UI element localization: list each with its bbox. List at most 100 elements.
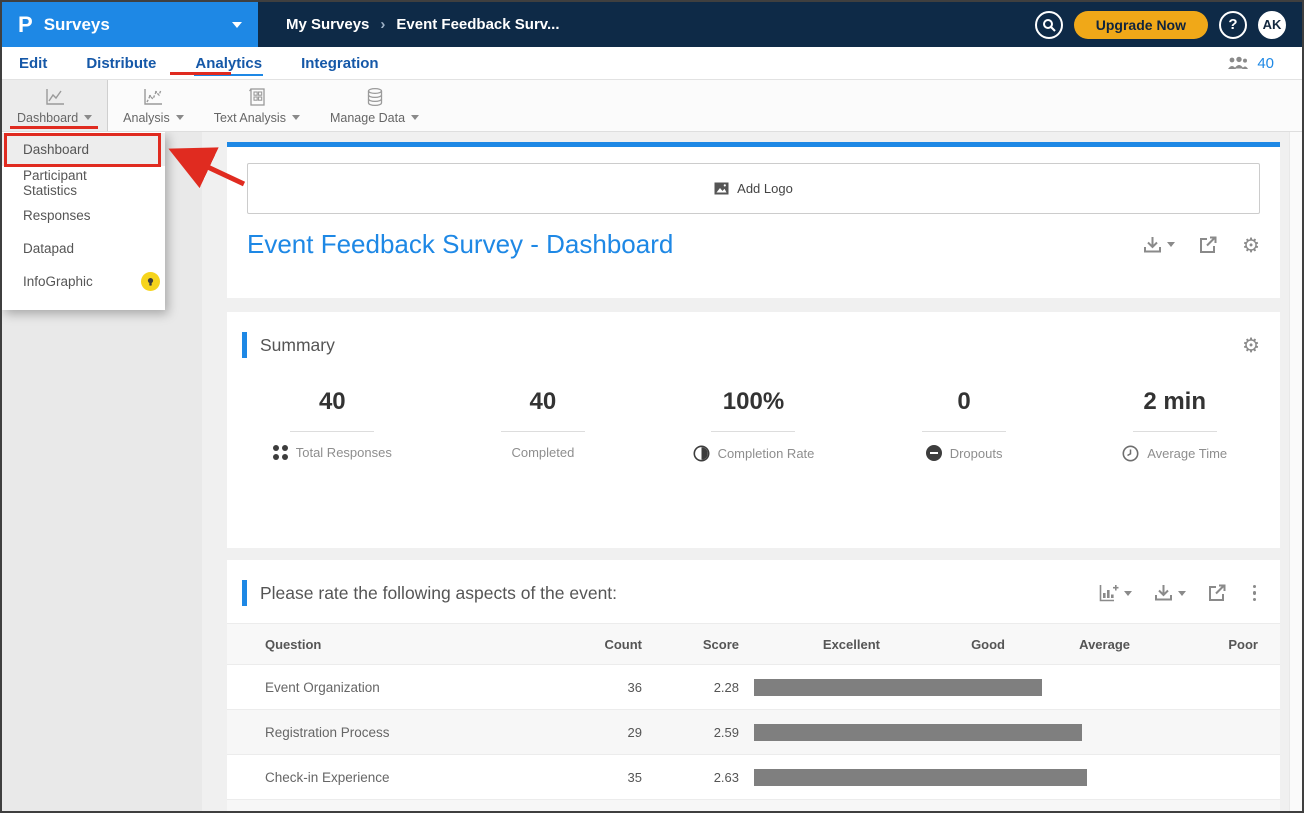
divider (1133, 431, 1217, 432)
stat-label: Average Time (1147, 446, 1227, 461)
menu-item-datapad[interactable]: Datapad (2, 232, 165, 265)
dashboard-chart-icon (44, 87, 66, 107)
download-icon (1154, 584, 1173, 602)
title-card: Add Logo Event Feedback Survey - Dashboa… (227, 142, 1280, 298)
add-logo-label: Add Logo (737, 181, 793, 196)
divider (922, 431, 1006, 432)
tab-edit[interactable]: Edit (18, 50, 48, 76)
dots-grid-icon (273, 445, 288, 460)
menu-item-infographic[interactable]: InfoGraphic (2, 265, 165, 298)
search-button[interactable] (1035, 11, 1063, 39)
analytics-toolbar: Dashboard Analysis Text Analysis (2, 80, 1302, 132)
add-logo-dropzone[interactable]: Add Logo (247, 163, 1260, 214)
stat-completion-rate: 100% Completion Rate (648, 388, 859, 462)
toolbar-manage-data[interactable]: Manage Data (315, 80, 434, 131)
chart-type-button[interactable] (1099, 584, 1132, 602)
summary-settings-gear-button[interactable]: ⚙ (1242, 335, 1260, 355)
summary-card: Summary ⚙ 40 Total Responses 40 Complete… (227, 312, 1280, 548)
chevron-down-icon (292, 115, 300, 120)
upgrade-now-button[interactable]: Upgrade Now (1074, 11, 1208, 39)
question-heading: Please rate the following aspects of the… (260, 583, 617, 604)
chart-plus-icon (1099, 584, 1119, 602)
chevron-down-icon (84, 115, 92, 120)
col-count: Count (557, 637, 642, 652)
col-average: Average (1005, 637, 1130, 652)
search-icon (1042, 18, 1056, 32)
row-question: Event Organization (227, 680, 557, 695)
more-options-button[interactable] (1249, 585, 1261, 602)
heading-accent-bar (242, 332, 247, 358)
survey-nav: Edit Distribute Analytics Integration 40 (2, 47, 1302, 80)
responses-count: 40 (1257, 55, 1274, 72)
chevron-down-icon (1124, 591, 1132, 596)
annotation-red-arrow (160, 140, 255, 195)
divider (290, 431, 374, 432)
database-icon (365, 87, 385, 107)
summary-stats: 40 Total Responses 40 Completed 100% (227, 388, 1280, 462)
row-score: 2.28 (642, 680, 739, 695)
col-good: Good (880, 637, 1005, 652)
table-header-row: Question Count Score Excellent Good Aver… (227, 623, 1280, 665)
share-button[interactable] (1199, 236, 1218, 254)
menu-item-dashboard[interactable]: Dashboard (2, 133, 165, 166)
stat-label: Completed (511, 445, 574, 460)
toolbar-manage-data-label: Manage Data (330, 111, 405, 125)
table-row: Event Organization 36 2.28 (227, 665, 1280, 710)
product-name: Surveys (44, 15, 110, 35)
download-icon (1143, 236, 1162, 254)
stat-label: Completion Rate (718, 446, 815, 461)
question-download-button[interactable] (1154, 584, 1186, 602)
table-row: Check-in Experience 35 2.63 (227, 755, 1280, 800)
clock-icon (1122, 445, 1139, 462)
page-title: Event Feedback Survey - Dashboard (247, 229, 673, 260)
table-row-partial (227, 800, 1280, 813)
chevron-down-icon (1167, 242, 1175, 247)
stat-label: Dropouts (950, 446, 1003, 461)
scrollbar[interactable] (1289, 132, 1302, 811)
proprofs-logo-icon: P (18, 12, 32, 38)
half-circle-icon (693, 445, 710, 462)
row-question: Registration Process (227, 725, 557, 740)
chevron-down-icon (411, 115, 419, 120)
toolbar-dashboard-label: Dashboard (17, 111, 78, 125)
breadcrumb-separator-icon: › (380, 16, 385, 33)
ratings-table: Question Count Score Excellent Good Aver… (227, 623, 1280, 813)
toolbar-analysis[interactable]: Analysis (108, 80, 199, 131)
help-button[interactable]: ? (1219, 11, 1247, 39)
analysis-chart-icon (142, 87, 164, 107)
score-bar (754, 724, 1082, 741)
download-report-button[interactable] (1143, 236, 1175, 254)
row-score: 2.63 (642, 770, 739, 785)
row-count: 29 (557, 725, 642, 740)
product-switcher[interactable]: P Surveys (2, 2, 258, 47)
question-card: Please rate the following aspects of the… (227, 560, 1280, 813)
stat-value: 2 min (1069, 388, 1280, 416)
responses-counter[interactable]: 40 (1226, 55, 1286, 72)
stat-completed: 40 Completed (438, 388, 649, 462)
toolbar-dashboard[interactable]: Dashboard (2, 80, 108, 131)
score-bar (754, 679, 1042, 696)
avatar[interactable]: AK (1258, 11, 1286, 39)
stat-label: Total Responses (296, 445, 392, 460)
menu-item-responses[interactable]: Responses (2, 199, 165, 232)
row-question: Check-in Experience (227, 770, 557, 785)
toolbar-text-analysis[interactable]: Text Analysis (199, 80, 315, 131)
menu-item-participant-statistics[interactable]: Participant Statistics (2, 166, 165, 199)
stat-value: 40 (227, 388, 438, 416)
breadcrumb-root[interactable]: My Surveys (286, 16, 369, 33)
app-window: P Surveys My Surveys › Event Feedback Su… (0, 0, 1304, 813)
tab-distribute[interactable]: Distribute (85, 50, 157, 76)
stat-total-responses: 40 Total Responses (227, 388, 438, 462)
summary-heading: Summary (260, 335, 335, 356)
row-score: 2.59 (642, 725, 739, 740)
divider (711, 431, 795, 432)
settings-gear-button[interactable]: ⚙ (1242, 235, 1260, 255)
row-count: 35 (557, 770, 642, 785)
stat-average-time: 2 min Average Time (1069, 388, 1280, 462)
people-icon (1226, 56, 1248, 71)
chevron-down-icon (1178, 591, 1186, 596)
dashboard-dropdown-menu: Dashboard Participant Statistics Respons… (2, 132, 165, 310)
tab-integration[interactable]: Integration (300, 50, 380, 76)
table-row: Registration Process 29 2.59 (227, 710, 1280, 755)
question-share-button[interactable] (1208, 584, 1227, 602)
